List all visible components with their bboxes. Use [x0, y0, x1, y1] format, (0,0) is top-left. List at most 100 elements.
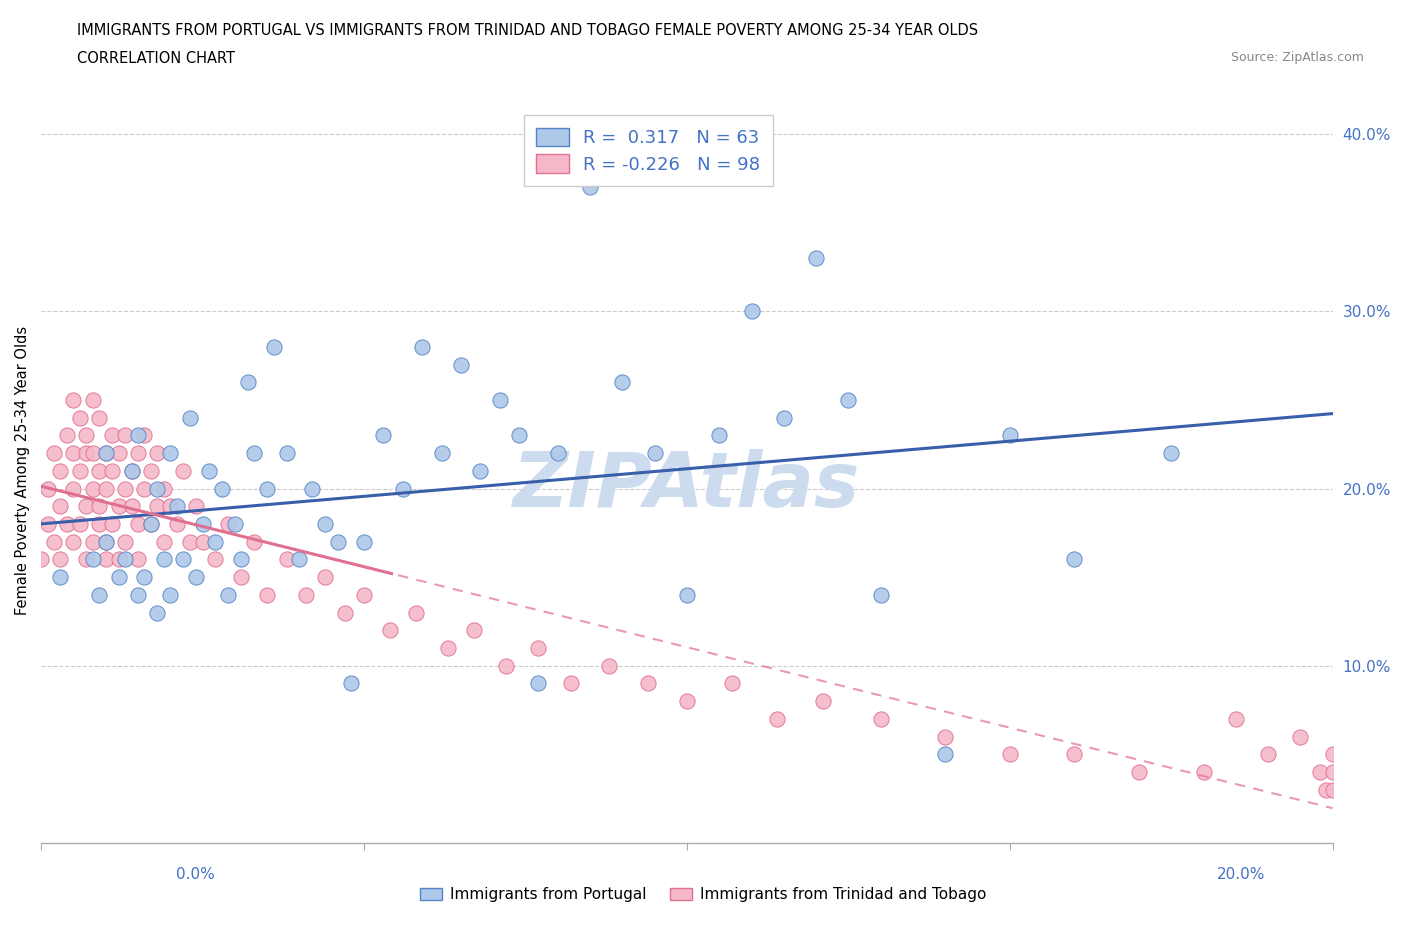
Point [172, 552, 194, 567]
Point [869, 588, 891, 603]
Point [42, 445, 65, 460]
Point [107, 445, 129, 460]
Point [75, 428, 97, 443]
Point [598, 658, 620, 673]
Point [1322, 782, 1344, 797]
Point [82, 534, 104, 549]
Point [288, 552, 311, 567]
Point [243, 534, 266, 549]
Point [1160, 445, 1182, 460]
Point [30, 552, 52, 567]
Point [217, 516, 239, 531]
Point [470, 463, 492, 478]
Legend: Immigrants from Portugal, Immigrants from Trinidad and Tobago: Immigrants from Portugal, Immigrants fro… [413, 882, 993, 909]
Point [1257, 747, 1279, 762]
Text: CORRELATION CHART: CORRELATION CHART [77, 51, 235, 66]
Point [184, 498, 207, 513]
Point [127, 428, 149, 443]
Point [179, 534, 201, 549]
Point [94, 481, 117, 496]
Point [94, 552, 117, 567]
Point [42, 534, 65, 549]
Point [224, 516, 246, 531]
Point [101, 428, 124, 443]
Point [82, 481, 104, 496]
Point [709, 428, 731, 443]
Point [114, 552, 136, 567]
Point [276, 552, 298, 567]
Point [644, 445, 666, 460]
Point [166, 498, 188, 513]
Point [75, 445, 97, 460]
Point [94, 445, 117, 460]
Point [114, 428, 136, 443]
Point [1309, 764, 1331, 779]
Point [340, 676, 363, 691]
Point [527, 641, 550, 656]
Point [69, 516, 91, 531]
Point [107, 570, 129, 585]
Point [353, 588, 375, 603]
Point [134, 428, 156, 443]
Point [49, 570, 72, 585]
Point [82, 552, 104, 567]
Point [488, 392, 510, 407]
Point [127, 588, 149, 603]
Point [547, 445, 569, 460]
Point [560, 676, 582, 691]
Point [134, 570, 156, 585]
Point [121, 463, 143, 478]
Point [217, 588, 239, 603]
Point [236, 375, 259, 390]
Point [62, 445, 84, 460]
Point [405, 605, 427, 620]
Point [1192, 764, 1215, 779]
Y-axis label: Female Poverty Among 25-34 Year Olds: Female Poverty Among 25-34 Year Olds [15, 326, 30, 616]
Point [94, 534, 117, 549]
Text: 0.0%: 0.0% [176, 867, 215, 882]
Point [1315, 782, 1337, 797]
Point [676, 694, 699, 709]
Point [204, 534, 226, 549]
Point [114, 481, 136, 496]
Point [37, 516, 59, 531]
Point [56, 428, 79, 443]
Point [1063, 552, 1085, 567]
Point [146, 498, 169, 513]
Point [772, 410, 794, 425]
Point [56, 516, 79, 531]
Text: ZIPAtlas: ZIPAtlas [513, 448, 860, 523]
Point [89, 463, 111, 478]
Point [1128, 764, 1150, 779]
Point [295, 588, 318, 603]
Point [89, 410, 111, 425]
Point [94, 445, 117, 460]
Point [62, 534, 84, 549]
Point [89, 588, 111, 603]
Point [256, 481, 278, 496]
Point [314, 516, 336, 531]
Point [1225, 711, 1247, 726]
Point [256, 588, 278, 603]
Point [391, 481, 413, 496]
Point [134, 481, 156, 496]
Point [94, 534, 117, 549]
Point [49, 498, 72, 513]
Text: IMMIGRANTS FROM PORTUGAL VS IMMIGRANTS FROM TRINIDAD AND TOBAGO FEMALE POVERTY A: IMMIGRANTS FROM PORTUGAL VS IMMIGRANTS F… [77, 23, 979, 38]
Point [159, 445, 181, 460]
Point [430, 445, 453, 460]
Point [62, 481, 84, 496]
Point [1063, 747, 1085, 762]
Point [127, 445, 149, 460]
Point [49, 463, 72, 478]
Point [998, 747, 1021, 762]
Point [159, 588, 181, 603]
Point [243, 445, 266, 460]
Point [153, 481, 176, 496]
Point [579, 179, 602, 194]
Point [107, 498, 129, 513]
Point [353, 534, 375, 549]
Point [766, 711, 789, 726]
Point [62, 392, 84, 407]
Point [612, 375, 634, 390]
